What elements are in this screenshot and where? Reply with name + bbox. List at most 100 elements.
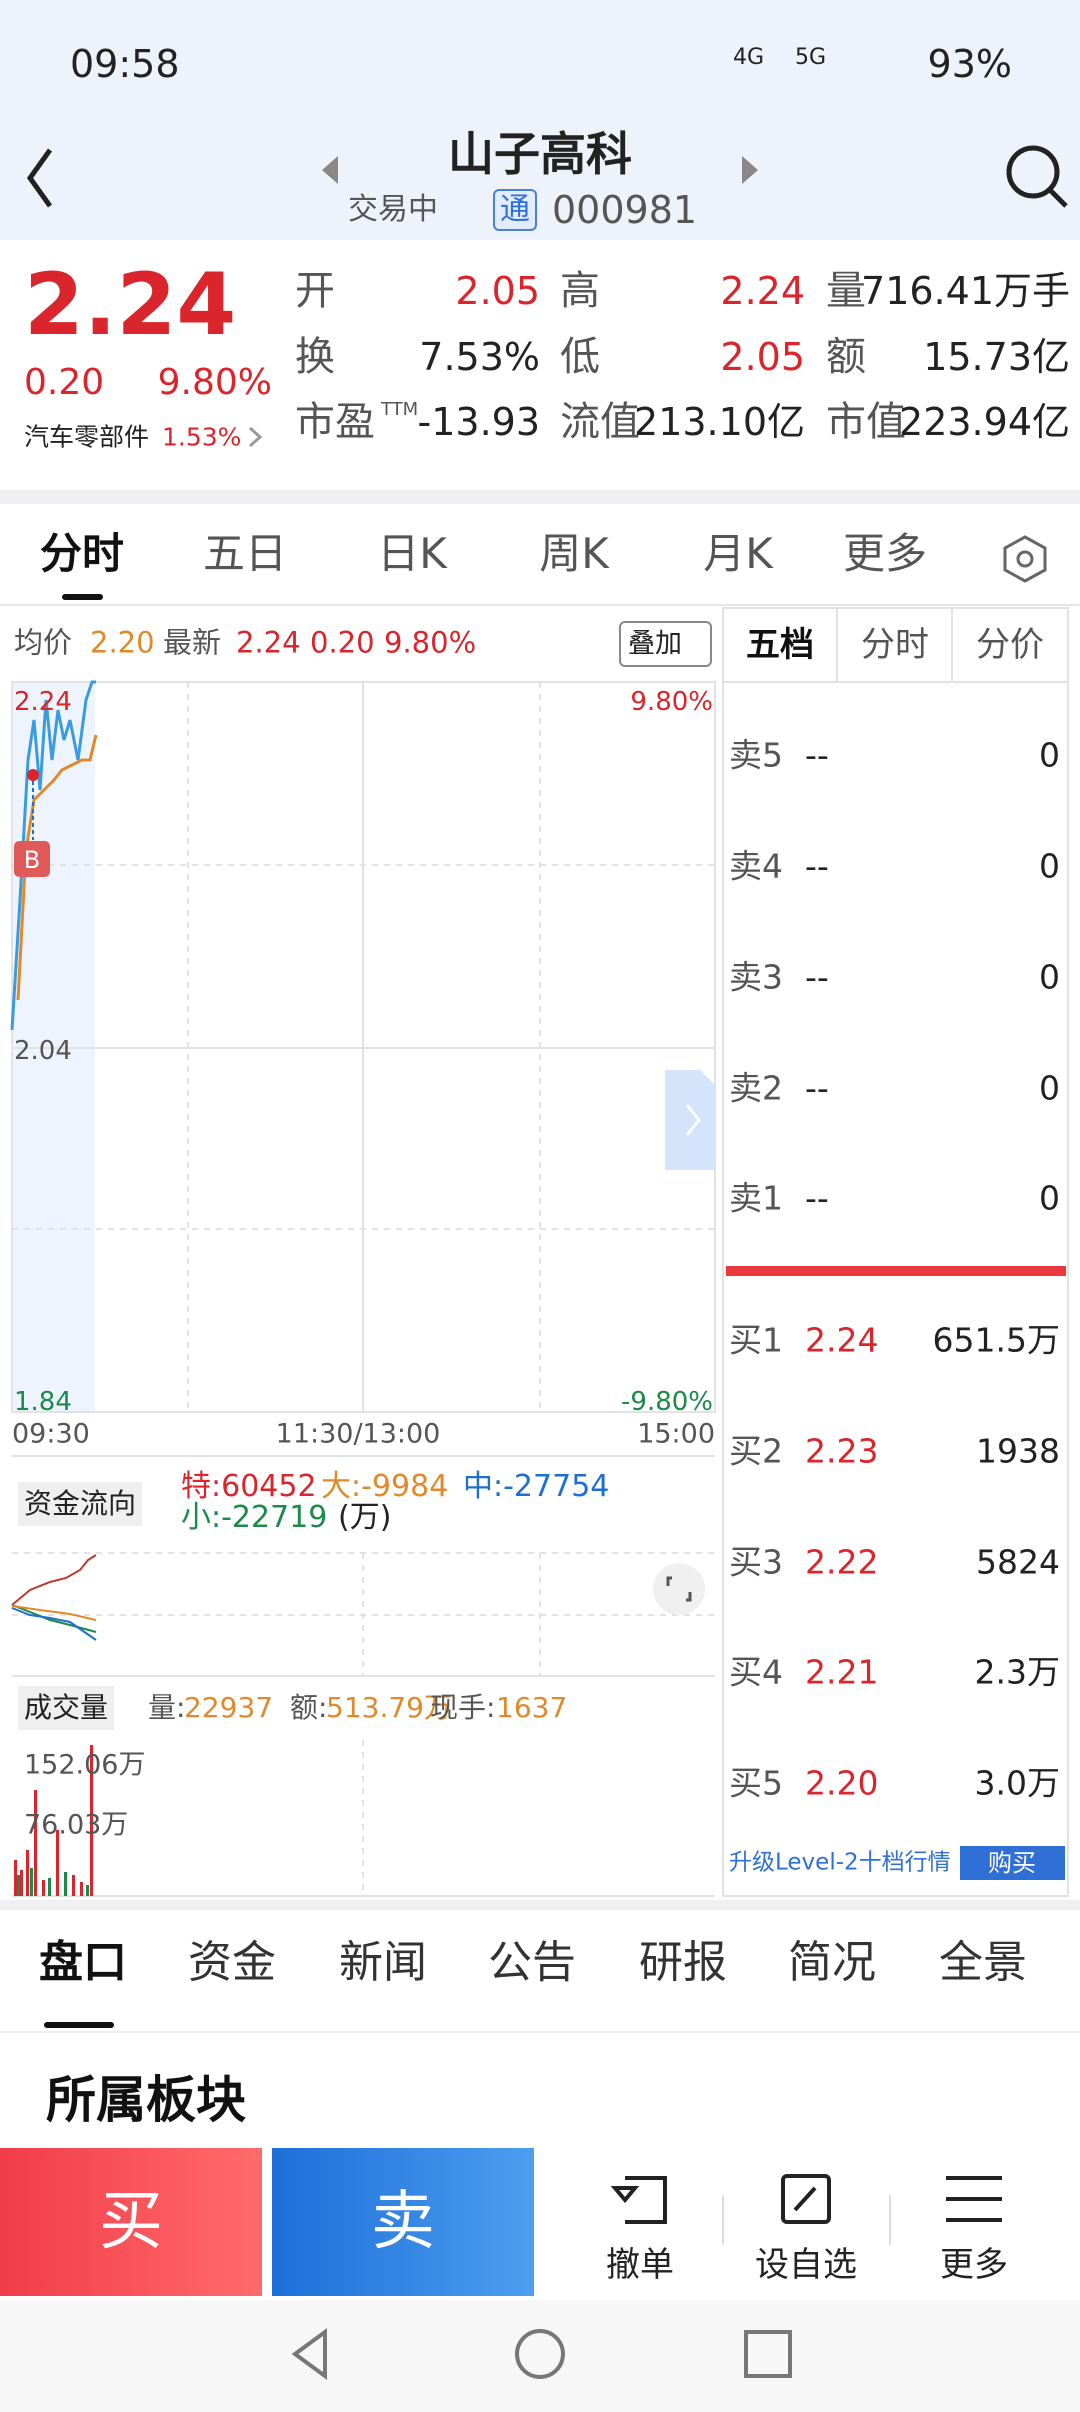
volume-value: 1637 xyxy=(496,1691,568,1724)
y-label: 2.24 xyxy=(14,687,72,717)
y2-label: 9.80% xyxy=(630,687,713,717)
fund-flow-item: 大:-9984 xyxy=(321,1469,449,1504)
legend-label: 最新 xyxy=(163,625,222,660)
buy-button[interactable]: 买 xyxy=(99,2185,163,2259)
bid-label: 买2 xyxy=(729,1431,783,1471)
badge: 通 xyxy=(500,192,530,227)
ask-price: -- xyxy=(805,846,829,886)
book-tab[interactable]: 五档 xyxy=(746,625,814,665)
detail-tab[interactable]: 新闻 xyxy=(339,1937,427,1988)
bid-label: 买5 xyxy=(729,1763,783,1803)
chart-tab[interactable]: 日K xyxy=(377,529,447,578)
y2-label: -9.80% xyxy=(621,1387,713,1417)
volume-label: 额: xyxy=(290,1691,328,1724)
sell-button[interactable]: 卖 xyxy=(371,2185,435,2259)
cancel-button[interactable]: 撤单 xyxy=(606,2245,674,2285)
chart-tab[interactable]: 更多 xyxy=(842,529,928,578)
legend-value: 0.20 xyxy=(310,625,375,660)
legend-label: 均价 xyxy=(14,625,73,660)
purchase-button[interactable]: 购买 xyxy=(988,1849,1036,1877)
stat-label: 市值 xyxy=(826,399,906,445)
chart-tab[interactable]: 五日 xyxy=(202,529,288,578)
stat-label: 量 xyxy=(826,268,866,314)
bid-label: 买1 xyxy=(729,1320,783,1360)
fund-flow-item: 特:60452 xyxy=(181,1469,317,1504)
ask-label: 卖4 xyxy=(729,846,783,886)
bid-volume: 651.5万 xyxy=(932,1320,1060,1360)
volume-label: 现手: xyxy=(430,1691,496,1724)
ask-volume: 0 xyxy=(1039,1178,1060,1218)
stat-sup: TTM xyxy=(381,399,419,420)
unit: (万) xyxy=(338,1500,392,1535)
volume-axis: 152.06万 xyxy=(24,1749,146,1781)
bid-volume: 2.3万 xyxy=(974,1652,1060,1692)
ask-volume: 0 xyxy=(1039,846,1060,886)
chart-tab[interactable]: 分时 xyxy=(39,529,125,578)
stat-label: 高 xyxy=(560,268,600,314)
sector-pct: 1.53% xyxy=(162,422,242,452)
bid-volume: 3.0万 xyxy=(974,1763,1060,1803)
buy-marker: B xyxy=(23,846,41,874)
watchlist-button[interactable]: 设自选 xyxy=(755,2245,857,2285)
fund-flow-item: 中:-27754 xyxy=(463,1469,610,1504)
upgrade-link[interactable]: 升级Level-2十档行情 xyxy=(729,1849,951,1876)
ask-label: 卖1 xyxy=(729,1178,783,1218)
y-label: 2.04 xyxy=(14,1036,72,1066)
book-tab[interactable]: 分时 xyxy=(861,625,929,665)
overlay-button[interactable]: 叠加 xyxy=(628,628,682,660)
stat-value: 15.73亿 xyxy=(923,335,1070,379)
ask-volume: 0 xyxy=(1039,1068,1060,1108)
volume-value: 513.79万 xyxy=(326,1691,452,1724)
detail-tab[interactable]: 简况 xyxy=(788,1937,876,1988)
sector: 汽车零部件 xyxy=(24,422,150,452)
stat-label: 开 xyxy=(295,268,335,314)
stat-label: 市盈 xyxy=(295,399,375,445)
time-label: 09:30 xyxy=(12,1418,90,1450)
battery: 93% xyxy=(927,42,1012,86)
ask-price: -- xyxy=(805,735,829,775)
legend-value: 2.20 xyxy=(90,625,155,660)
stat-label: 低 xyxy=(560,334,600,380)
volume-dropdown[interactable]: 成交量 xyxy=(18,1686,115,1730)
fund-flow-dropdown[interactable]: 资金流向 xyxy=(18,1482,143,1526)
stat-label: 额 xyxy=(826,334,866,380)
stat-value: 223.94亿 xyxy=(899,400,1070,444)
bid-volume: 1938 xyxy=(976,1431,1060,1471)
legend-value: 2.24 xyxy=(236,625,301,660)
bid-price: 2.23 xyxy=(805,1431,879,1471)
chart-tab[interactable]: 周K xyxy=(539,529,609,578)
detail-tab[interactable]: 资金 xyxy=(188,1937,276,1988)
ask-volume: 0 xyxy=(1039,957,1060,997)
volume-axis: 76.03万 xyxy=(24,1809,129,1841)
detail-tab[interactable]: 公告 xyxy=(488,1937,576,1988)
stat-label: 换 xyxy=(295,334,335,380)
time-label: 11:30/13:00 xyxy=(275,1418,441,1450)
book-tab[interactable]: 分价 xyxy=(976,625,1044,665)
y-label: 1.84 xyxy=(14,1387,72,1417)
bid-volume: 5824 xyxy=(976,1542,1060,1582)
detail-tab[interactable]: 研报 xyxy=(639,1937,727,1988)
change-pct: 9.80% xyxy=(157,362,272,403)
detail-tab[interactable]: 全景 xyxy=(939,1937,1027,1988)
bid-label: 买3 xyxy=(729,1542,783,1582)
stat-value: 213.10亿 xyxy=(634,400,805,444)
fund-flow-item: 小:-22719 xyxy=(181,1500,328,1535)
stat-value: 2.05 xyxy=(720,335,805,379)
detail-tab[interactable]: 盘口 xyxy=(39,1937,127,1988)
stock-code: 000981 xyxy=(552,188,698,232)
chart-tab[interactable]: 月K xyxy=(703,529,773,578)
legend-value: 9.80% xyxy=(384,625,477,660)
more-button[interactable]: 更多 xyxy=(940,2245,1008,2285)
clock: 09:58 xyxy=(70,42,180,86)
price: 2.24 xyxy=(24,255,237,355)
ask-volume: 0 xyxy=(1039,735,1060,775)
bid-price: 2.21 xyxy=(805,1652,879,1692)
bid-price: 2.22 xyxy=(805,1542,879,1582)
ask-price: -- xyxy=(805,957,829,997)
trade-status: 交易中 xyxy=(348,192,438,227)
stat-value: 7.53% xyxy=(419,335,540,379)
bid-label: 买4 xyxy=(729,1652,783,1692)
bid-price: 2.24 xyxy=(805,1320,879,1360)
ask-label: 卖2 xyxy=(729,1068,783,1108)
